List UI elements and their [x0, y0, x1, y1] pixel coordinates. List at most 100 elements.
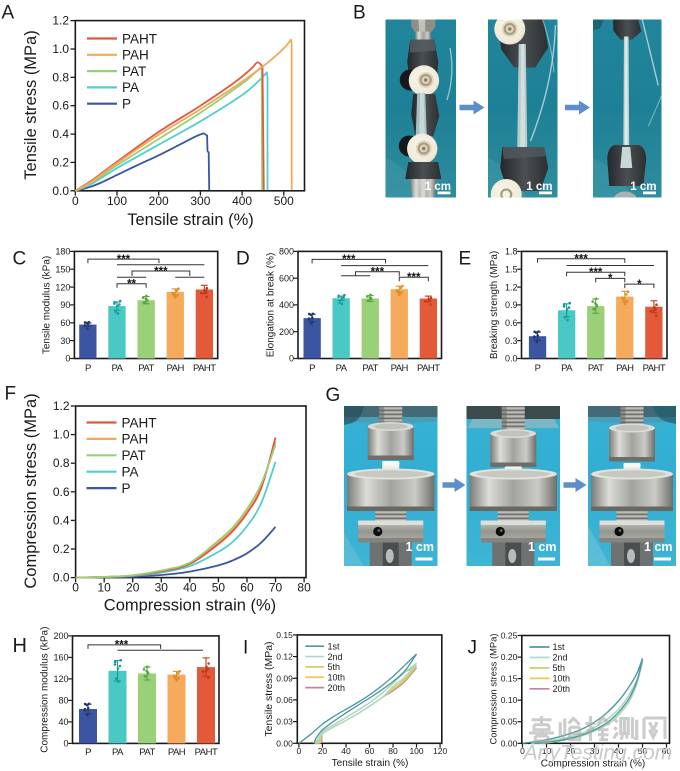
svg-text:100: 100 — [409, 746, 423, 756]
svg-text:180: 180 — [55, 247, 70, 257]
svg-text:PAH: PAH — [616, 363, 634, 374]
svg-text:200: 200 — [149, 194, 169, 208]
svg-text:0.6: 0.6 — [505, 318, 518, 328]
svg-text:0.20: 0.20 — [501, 652, 518, 662]
svg-text:0.3: 0.3 — [505, 336, 518, 346]
svg-text:1.5: 1.5 — [505, 264, 518, 274]
svg-text:A: A — [2, 2, 15, 23]
svg-text:H: H — [13, 635, 27, 657]
svg-text:0.09: 0.09 — [276, 673, 293, 683]
svg-text:1.2: 1.2 — [505, 282, 518, 292]
svg-text:0.8: 0.8 — [52, 70, 69, 84]
svg-text:***: *** — [574, 254, 588, 266]
svg-text:PAT: PAT — [588, 363, 604, 374]
svg-text:10: 10 — [97, 580, 111, 594]
svg-text:20: 20 — [126, 580, 140, 594]
svg-text:0.12: 0.12 — [276, 652, 293, 662]
svg-text:1.2: 1.2 — [53, 399, 70, 413]
svg-text:PAHT: PAHT — [122, 31, 157, 46]
svg-text:0.10: 0.10 — [501, 695, 518, 705]
svg-text:C: C — [13, 248, 27, 269]
svg-text:10th: 10th — [328, 672, 346, 682]
svg-text:40: 40 — [614, 746, 624, 756]
svg-text:0.00: 0.00 — [276, 738, 293, 748]
svg-text:5th: 5th — [553, 663, 566, 673]
svg-text:PAT: PAT — [122, 448, 146, 463]
svg-text:PAT: PAT — [362, 363, 378, 374]
svg-text:60: 60 — [60, 318, 70, 328]
svg-text:20: 20 — [318, 746, 328, 756]
svg-text:20th: 20th — [328, 683, 346, 693]
svg-text:0: 0 — [289, 354, 294, 364]
svg-text:2nd: 2nd — [328, 652, 343, 662]
svg-text:1.0: 1.0 — [52, 42, 69, 56]
svg-text:0.03: 0.03 — [276, 717, 293, 727]
svg-text:1st: 1st — [553, 642, 566, 652]
svg-text:70: 70 — [269, 580, 283, 594]
svg-text:0.25: 0.25 — [501, 631, 518, 641]
svg-text:1 cm: 1 cm — [644, 540, 673, 554]
svg-text:120: 120 — [433, 746, 447, 756]
svg-text:0: 0 — [520, 746, 525, 756]
svg-text:20: 20 — [566, 746, 576, 756]
svg-text:10: 10 — [542, 746, 552, 756]
svg-text:0.0: 0.0 — [505, 354, 518, 364]
svg-text:Compression strain (%): Compression strain (%) — [104, 597, 276, 615]
svg-text:PAT: PAT — [138, 363, 154, 374]
svg-text:500: 500 — [274, 194, 294, 208]
svg-text:2nd: 2nd — [553, 653, 568, 663]
svg-text:160: 160 — [53, 653, 68, 663]
svg-text:PAHT: PAHT — [193, 363, 216, 374]
svg-text:P: P — [309, 363, 315, 374]
svg-text:***: *** — [342, 254, 356, 266]
svg-text:***: *** — [117, 254, 131, 266]
svg-text:PAT: PAT — [139, 747, 155, 758]
svg-text:PA: PA — [336, 363, 348, 374]
svg-text:40: 40 — [183, 580, 197, 594]
svg-text:1 cm: 1 cm — [630, 181, 656, 193]
svg-text:50: 50 — [638, 746, 648, 756]
svg-text:1 cm: 1 cm — [528, 540, 557, 554]
svg-text:PAT: PAT — [122, 64, 146, 79]
svg-text:PAHT: PAHT — [643, 363, 666, 374]
svg-text:0.2: 0.2 — [52, 155, 69, 169]
svg-text:P: P — [85, 747, 91, 758]
svg-text:***: *** — [589, 267, 603, 279]
svg-text:PA: PA — [122, 465, 139, 480]
svg-text:1 cm: 1 cm — [425, 181, 451, 193]
svg-text:I: I — [243, 638, 248, 659]
svg-text:PAHT: PAHT — [122, 415, 157, 430]
svg-text:30: 30 — [155, 580, 169, 594]
svg-text:Compression stress (MPa): Compression stress (MPa) — [22, 393, 40, 588]
svg-text:Elongation at break (%): Elongation at break (%) — [266, 253, 277, 358]
svg-text:10th: 10th — [553, 674, 571, 684]
svg-text:30: 30 — [590, 746, 600, 756]
svg-text:PAH: PAH — [391, 363, 409, 374]
svg-text:PA: PA — [112, 747, 124, 758]
svg-text:Tensile stress (MPa): Tensile stress (MPa) — [22, 30, 40, 179]
svg-text:40: 40 — [341, 746, 351, 756]
svg-text:**: ** — [127, 279, 136, 291]
svg-text:Compression modulus (kPa): Compression modulus (kPa) — [40, 627, 51, 753]
svg-text:40: 40 — [58, 717, 68, 727]
svg-text:PA: PA — [122, 80, 139, 95]
svg-text:400: 400 — [279, 300, 294, 310]
svg-text:AnyTesting.com: AnyTesting.com — [522, 742, 673, 765]
svg-text:90: 90 — [60, 300, 70, 310]
svg-text:1 cm: 1 cm — [406, 540, 435, 554]
svg-text:PAH: PAH — [168, 747, 186, 758]
svg-text:G: G — [326, 385, 341, 406]
svg-text:***: *** — [115, 640, 129, 652]
svg-text:*: * — [637, 279, 642, 291]
svg-text:Tensile stress (MPa): Tensile stress (MPa) — [263, 641, 275, 736]
svg-text:80: 80 — [297, 580, 311, 594]
svg-text:B: B — [353, 3, 366, 24]
svg-text:0.05: 0.05 — [501, 717, 518, 727]
svg-text:PAH: PAH — [122, 48, 149, 63]
svg-text:P: P — [122, 97, 131, 112]
svg-text:50: 50 — [212, 580, 226, 594]
svg-text:0: 0 — [72, 580, 79, 594]
svg-text:120: 120 — [55, 282, 70, 292]
svg-text:***: *** — [154, 266, 168, 278]
svg-text:D: D — [236, 249, 250, 270]
